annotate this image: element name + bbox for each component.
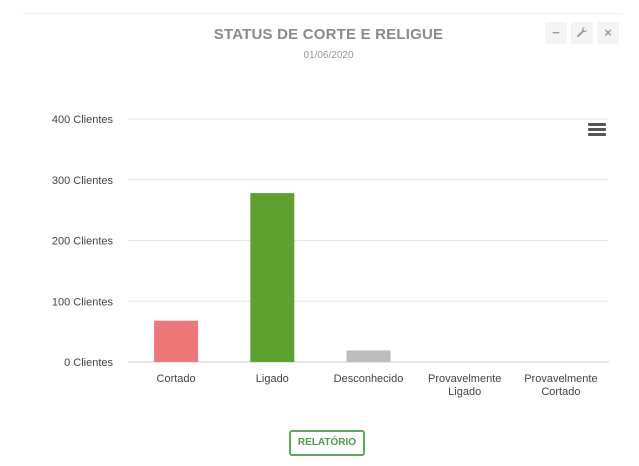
top-divider — [22, 13, 622, 14]
hamburger-icon — [588, 123, 606, 126]
minimize-icon: − — [552, 25, 560, 40]
bar[interactable] — [154, 320, 199, 362]
x-tick-label: Ligado — [256, 373, 289, 385]
chart-menu-button[interactable] — [588, 123, 606, 137]
bar[interactable] — [250, 193, 295, 362]
wrench-icon — [576, 25, 588, 40]
relatorio-button[interactable]: RELATÓRIO — [289, 430, 365, 456]
y-tick-label: 300 Clientes — [52, 175, 114, 187]
y-tick-label: 400 Clientes — [52, 114, 114, 126]
close-button[interactable]: × — [597, 22, 619, 44]
y-tick-label: 200 Clientes — [52, 236, 114, 248]
x-tick-label: Cortado — [157, 373, 196, 385]
x-tick-label: Provavelmente — [428, 373, 501, 385]
chart-date: 01/06/2020 — [303, 50, 354, 61]
x-tick-label: Ligado — [448, 386, 481, 398]
minimize-button[interactable]: − — [545, 22, 567, 44]
chart-title: STATUS DE CORTE E RELIGUE — [213, 26, 444, 43]
y-tick-label: 100 Clientes — [52, 296, 114, 308]
bar[interactable] — [346, 350, 391, 362]
y-tick-label: 0 Clientes — [64, 357, 113, 369]
settings-button[interactable] — [571, 22, 593, 44]
x-tick-label: Provavelmente — [524, 373, 597, 385]
x-tick-label: Desconhecido — [334, 373, 404, 385]
x-tick-label: Cortado — [541, 386, 580, 398]
close-icon: × — [604, 25, 612, 40]
